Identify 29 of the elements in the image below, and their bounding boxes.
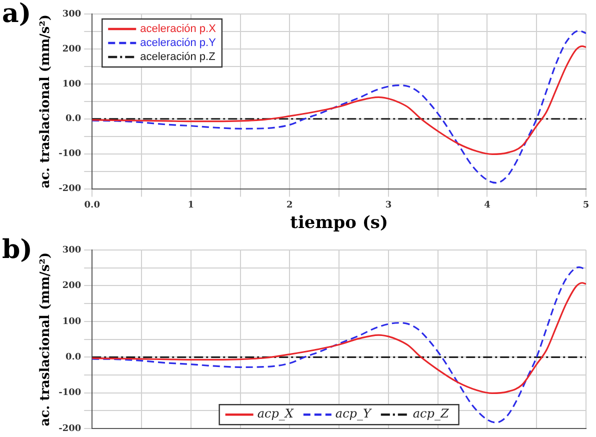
legend-label: acp_Y [335,406,372,421]
y-tick-label: -100 [58,388,82,398]
x-tick-label: 5 [582,200,590,211]
y-tick-label: 200 [62,44,82,54]
y-tick-label: 300 [62,245,82,256]
legend-label: aceleración p.Y [140,37,217,50]
y-tick-label: -100 [58,149,82,160]
y-tick-label: -200 [58,424,82,434]
chart-title: b) [2,234,32,265]
y-tick-label: 100 [62,316,82,327]
y-tick-label: 0.0 [65,352,82,363]
y-tick-label: 200 [62,281,82,292]
y-axis-title: ac. traslacional (mm/s²) [38,252,54,426]
x-tick-label: 4 [484,200,490,211]
x-axis-title: tiempo (s) [290,213,388,234]
y-tick-label: -200 [58,184,82,194]
legend-label: acp_Z [412,406,450,421]
y-axis-title: ac. traslacional (mm/s²) [38,14,54,188]
y-tick-label: 300 [62,9,82,20]
chart-title: a) [2,0,32,29]
legend-label: aceleración p.X [140,23,217,36]
y-tick-label: 100 [62,79,82,90]
x-tick-label: 1 [188,200,194,211]
y-tick-label: 0.0 [65,114,82,124]
x-tick-label: 3 [385,200,392,211]
x-tick-label: 2 [286,200,293,211]
legend-label: aceleración p.Z [140,51,216,64]
x-tick-label: 0.0 [84,200,100,211]
legend-label: acp_X [257,406,294,421]
